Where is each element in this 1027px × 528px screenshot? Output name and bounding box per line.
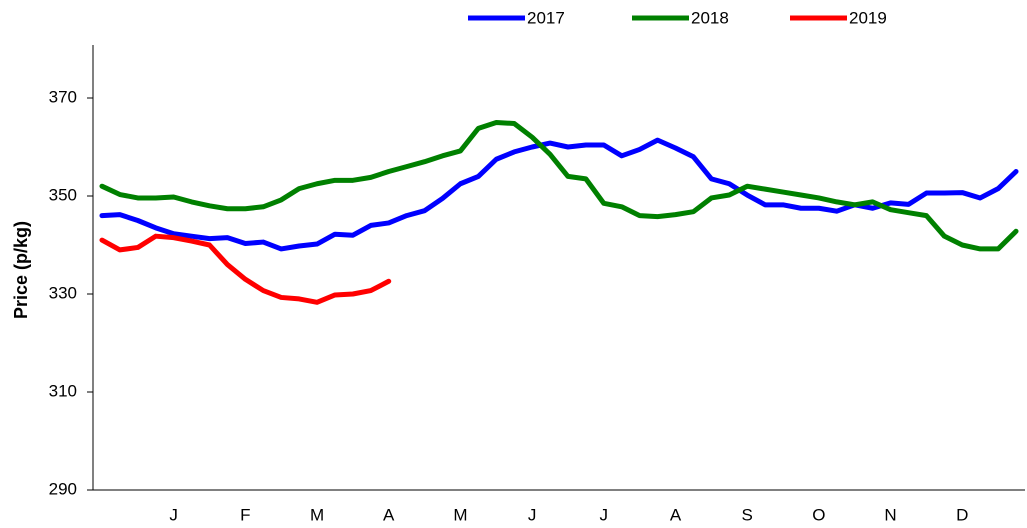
- series-line: [99, 233, 392, 305]
- x-tick-label: J: [169, 505, 178, 524]
- x-tick-label: S: [742, 505, 753, 524]
- x-tick-label: J: [528, 505, 537, 524]
- legend-label: 2019: [849, 8, 887, 27]
- y-tick-label: 290: [49, 479, 77, 498]
- series-line: [99, 120, 1019, 252]
- x-tick-label: M: [453, 505, 467, 524]
- x-tick-label: D: [956, 505, 968, 524]
- legend-label: 2018: [691, 8, 729, 27]
- y-tick-label: 330: [49, 283, 77, 302]
- x-tick-label: A: [383, 505, 395, 524]
- series-line: [99, 137, 1019, 252]
- y-axis-label: Price (p/kg): [11, 221, 31, 319]
- legend-label: 2017: [527, 8, 565, 27]
- x-tick-label: M: [310, 505, 324, 524]
- x-tick-label: F: [240, 505, 250, 524]
- x-tick-label: A: [670, 505, 682, 524]
- x-tick-label: O: [812, 505, 825, 524]
- y-tick-label: 370: [49, 87, 77, 106]
- x-tick-label: N: [884, 505, 896, 524]
- y-tick-label: 350: [49, 185, 77, 204]
- y-tick-label: 310: [49, 381, 77, 400]
- x-tick-label: J: [600, 505, 609, 524]
